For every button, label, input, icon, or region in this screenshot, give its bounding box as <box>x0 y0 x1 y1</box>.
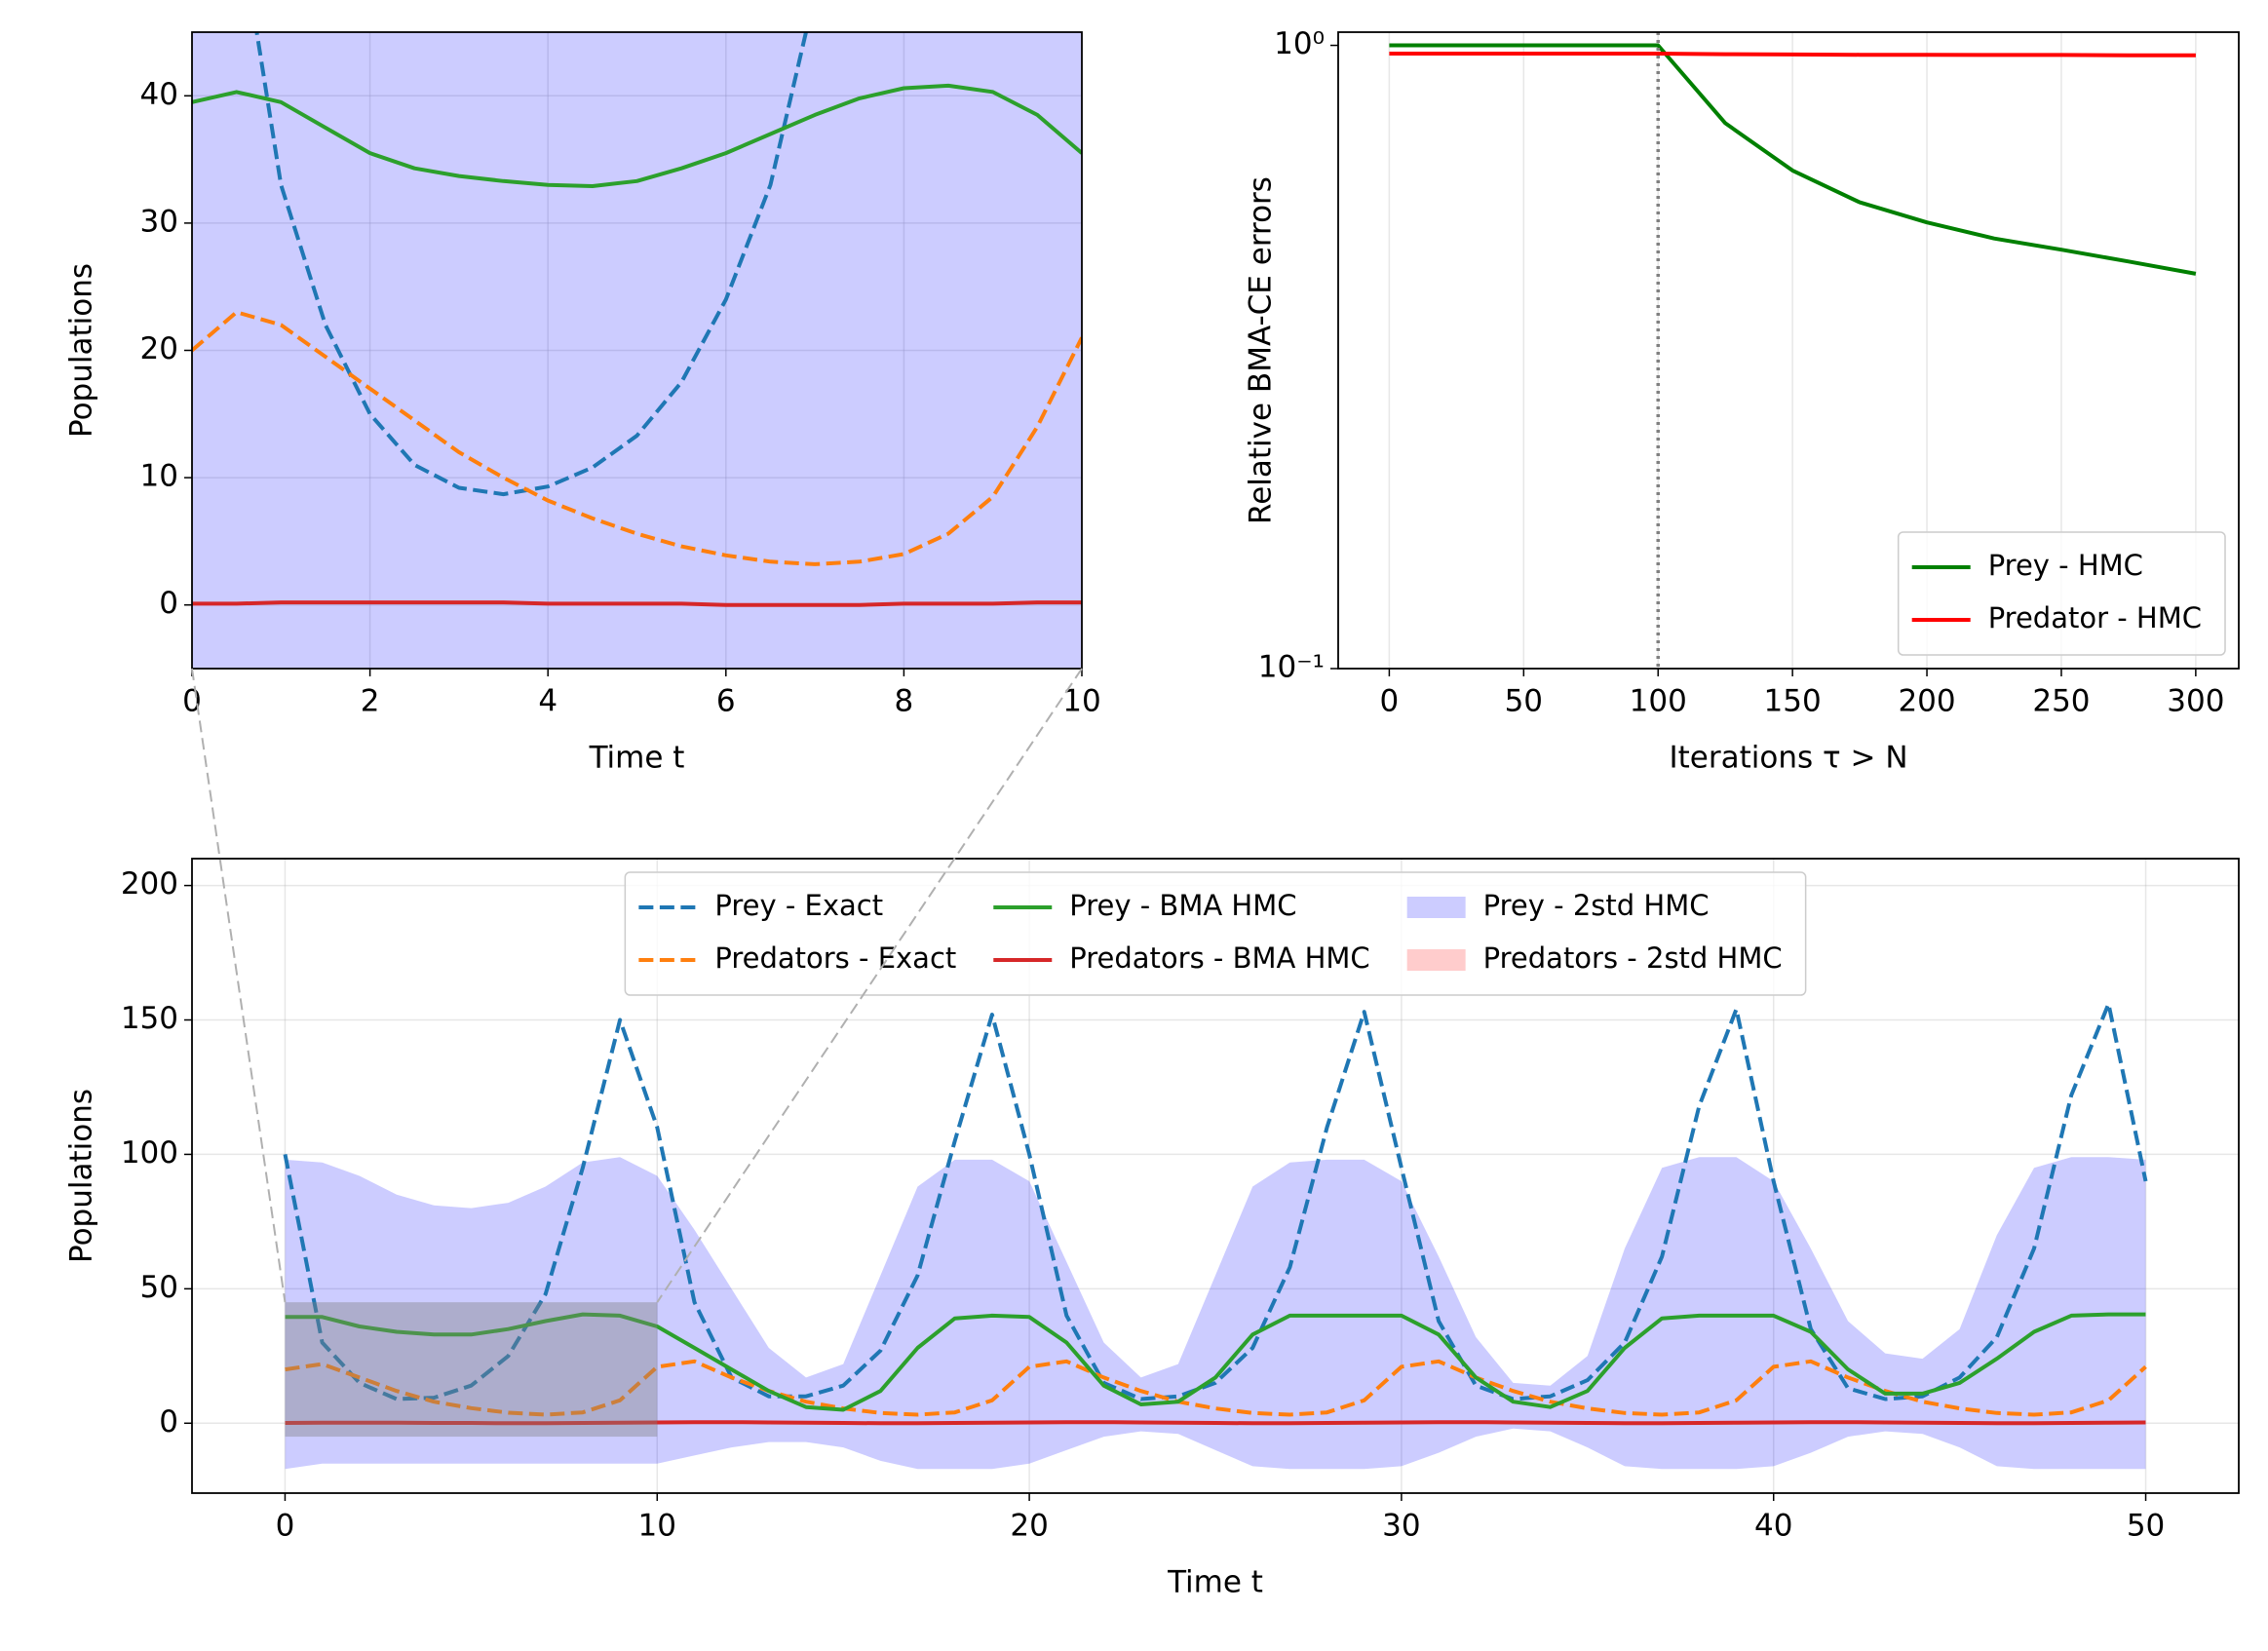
band <box>192 32 1082 669</box>
x-axis-label: Time t <box>1167 1565 1263 1600</box>
legend-swatch <box>1406 897 1466 918</box>
legend-item: Predators - 2std HMC <box>1406 941 1783 975</box>
line <box>192 310 1082 566</box>
line <box>1389 52 2196 58</box>
line <box>1389 43 2197 276</box>
y-tick-label: 20 <box>140 331 178 366</box>
x-tick-label: 200 <box>1898 684 1955 719</box>
y-tick-label: 50 <box>140 1270 178 1305</box>
y-axis-label: Populations <box>64 1089 99 1263</box>
y-tick-label: 0 <box>159 1404 178 1440</box>
line <box>254 32 809 497</box>
x-tick-label: 100 <box>1630 684 1687 719</box>
line <box>285 1420 2146 1426</box>
y-tick-label: 100 <box>121 1135 178 1171</box>
plot-area <box>192 859 2239 1493</box>
x-tick-label: 10 <box>638 1509 676 1544</box>
x-tick-label: 40 <box>1754 1509 1792 1544</box>
plot-area <box>192 32 1082 669</box>
y-tick-label: 30 <box>140 204 178 239</box>
legend-item: Prey - HMC <box>1911 549 2143 582</box>
x-tick-label: 10 <box>1062 684 1100 719</box>
legend-item: Prey - 2std HMC <box>1406 889 1710 922</box>
line <box>285 1312 2146 1412</box>
plot-area <box>1388 32 2197 669</box>
x-tick-label: 150 <box>1764 684 1822 719</box>
line <box>192 83 1082 188</box>
x-tick-label: 6 <box>716 684 736 719</box>
legend-item: Predator - HMC <box>1911 601 2202 634</box>
legend-label: Predators - 2std HMC <box>1483 941 1783 975</box>
x-tick-label: 50 <box>2127 1509 2165 1544</box>
x-tick-label: 0 <box>182 684 202 719</box>
zoom-box <box>285 1302 658 1438</box>
x-tick-label: 50 <box>1505 684 1543 719</box>
y-tick-label: 150 <box>121 1001 178 1036</box>
y-tick-label: 200 <box>121 866 178 902</box>
line <box>283 1002 2148 1401</box>
x-tick-label: 300 <box>2167 684 2224 719</box>
legend-label: Predator - HMC <box>1988 601 2202 634</box>
y-axis-label: Relative BMA-CE errors <box>1244 176 1279 524</box>
y-tick-label: 10 <box>140 459 178 494</box>
legend-label: Prey - HMC <box>1988 549 2143 582</box>
x-tick-label: 20 <box>1010 1509 1048 1544</box>
zoom-connector <box>656 668 1083 1303</box>
y-axis-label: Populations <box>64 263 99 438</box>
x-axis-label: Time t <box>589 741 685 776</box>
legend-label: Prey - 2std HMC <box>1483 889 1710 922</box>
x-tick-label: 4 <box>538 684 557 719</box>
legend-item: Prey - BMA HMC <box>993 889 1296 922</box>
x-tick-label: 250 <box>2032 684 2090 719</box>
y-tick-label: 0 <box>159 586 178 621</box>
zoom-connector <box>191 668 287 1303</box>
y-tick-label: 10⁻¹ <box>1258 650 1325 685</box>
axes-frame <box>1337 31 2240 670</box>
x-tick-label: 8 <box>895 684 914 719</box>
legend-label: Predators - Exact <box>714 941 956 975</box>
legend-item: Prey - Exact <box>638 889 883 922</box>
legend: Prey - HMC Predator - HMC <box>1897 531 2226 656</box>
x-tick-label: 30 <box>1382 1509 1420 1544</box>
axes-frame <box>191 858 2240 1494</box>
x-axis-label: Iterations τ > N <box>1669 741 1907 776</box>
x-tick-label: 0 <box>276 1509 295 1544</box>
x-tick-label: 0 <box>1380 684 1400 719</box>
legend-item: Predators - BMA HMC <box>993 941 1370 975</box>
y-tick-label: 10⁰ <box>1274 26 1325 61</box>
legend: Prey - Exact Predators - Exact Prey - BMA … <box>624 871 1807 996</box>
legend-label: Predators - BMA HMC <box>1069 941 1369 975</box>
x-tick-label: 2 <box>361 684 380 719</box>
legend-frame <box>1897 531 2226 656</box>
legend-swatch <box>1406 949 1466 971</box>
line <box>192 600 1082 607</box>
legend-item: Predators - Exact <box>638 941 956 975</box>
legend-label: Prey - BMA HMC <box>1069 889 1296 922</box>
band <box>285 1157 2146 1470</box>
legend-frame <box>624 871 1807 996</box>
line <box>285 1359 2147 1417</box>
y-tick-label: 40 <box>140 77 178 112</box>
legend-label: Prey - Exact <box>714 889 883 922</box>
